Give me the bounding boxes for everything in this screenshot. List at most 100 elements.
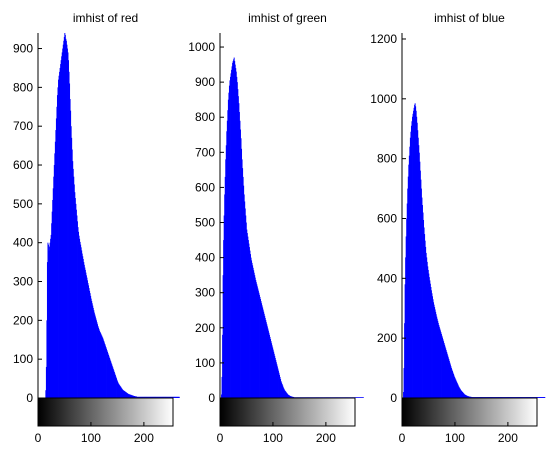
histogram-bar (106, 350, 108, 398)
histogram-bar (101, 336, 103, 398)
histogram-bar (75, 209, 77, 398)
histogram-bar (252, 267, 254, 398)
histogram-bar (97, 324, 98, 398)
histogram-bar (78, 231, 80, 398)
histogram-bar (155, 396, 157, 398)
histogram-bar (285, 391, 287, 398)
histogram-bar (406, 218, 408, 398)
histogram-bar (46, 320, 48, 398)
histogram-bar (143, 396, 145, 398)
y-tick-label: 300 (13, 275, 33, 289)
histogram-bar (88, 285, 90, 398)
histogram-bar (439, 328, 441, 398)
histogram-bar (358, 397, 360, 398)
histogram-bar (87, 283, 89, 398)
histogram-bar (434, 309, 436, 398)
histogram-bar (450, 366, 452, 398)
histogram-bar (543, 397, 545, 398)
histogram-bar (224, 194, 226, 398)
histogram-bar (59, 67, 61, 398)
histogram-bar (261, 303, 263, 398)
histogram-bar (156, 396, 158, 398)
histogram-bar (73, 184, 75, 398)
histogram-bar (421, 197, 423, 398)
histogram-bar (60, 64, 62, 398)
histogram-bar (285, 392, 287, 398)
histogram-bar (167, 396, 169, 398)
histogram-bar (131, 395, 133, 398)
histogram-bar (290, 396, 292, 398)
histogram-bar (544, 397, 546, 398)
histogram-bar (61, 56, 63, 399)
histogram-bar (174, 396, 176, 398)
y-tick-label: 200 (377, 331, 397, 345)
histogram-bar (281, 383, 283, 398)
histogram-bar (50, 238, 52, 398)
histogram-bar (151, 396, 153, 398)
y-tick-label: 1200 (370, 32, 397, 46)
histogram-bar (439, 330, 441, 398)
histogram-bar (221, 394, 222, 398)
histogram-bar (49, 242, 51, 398)
histogram-bar (539, 397, 541, 398)
histogram-bar (292, 396, 294, 398)
x-tick-label: 200 (134, 431, 154, 445)
histogram-bar (112, 368, 114, 398)
histogram-bar (92, 307, 94, 398)
histogram-bar (419, 161, 421, 398)
x-tick-label: 200 (498, 431, 518, 445)
histogram-bar (130, 394, 132, 398)
histogram-bar (52, 188, 54, 398)
histogram-bar (541, 397, 543, 398)
histogram-bar (161, 396, 163, 398)
histogram-bar (277, 368, 279, 398)
histogram-bar (411, 121, 413, 398)
histogram-bar (178, 396, 180, 398)
histogram-bar (119, 385, 121, 398)
histogram-bar (128, 394, 130, 398)
histogram-bar (262, 307, 264, 398)
histogram-bar (469, 396, 471, 398)
histogram-bar (278, 372, 280, 398)
histogram-bar (409, 146, 411, 398)
histogram-bar (282, 385, 284, 398)
histogram-bar (427, 266, 429, 398)
histogram-bar (232, 62, 234, 398)
histogram-bar (539, 397, 541, 398)
histogram-bar (171, 396, 173, 398)
histogram-bar (356, 397, 357, 398)
histogram-bar (447, 357, 449, 398)
histogram-bar (86, 277, 88, 398)
histogram-bar (418, 145, 420, 398)
histogram-bar (96, 320, 97, 398)
histogram-bar (164, 396, 165, 398)
y-tick-label: 900 (13, 42, 33, 56)
histogram-bar (279, 374, 280, 398)
histogram-bar (154, 396, 155, 398)
histogram-bar (444, 344, 446, 398)
histogram-bar (540, 397, 542, 398)
histogram-bar (250, 254, 251, 398)
histogram-bar (164, 396, 166, 398)
histogram-bar (225, 159, 227, 398)
histogram-bar (286, 393, 288, 398)
histogram-bar (72, 168, 74, 398)
histogram-bar (83, 264, 85, 398)
histogram-bar (284, 390, 286, 398)
histogram-bar (273, 351, 275, 398)
histogram-bar (233, 59, 235, 398)
panel-3: imhist of blue 0 200 400 600 800 1000 1200 0 100 2… (370, 11, 546, 445)
histogram-bar (101, 335, 103, 398)
histogram-bar (288, 394, 289, 398)
histogram-bar (258, 292, 260, 398)
histogram-bar (116, 379, 118, 398)
histogram-bar (115, 376, 117, 398)
histogram-bar (71, 137, 73, 398)
histogram-bar (50, 234, 52, 398)
histogram-bar (53, 165, 55, 398)
histogram-bar (425, 246, 427, 398)
histogram-bar (447, 355, 449, 398)
histogram-bar (251, 260, 253, 398)
histogram-bar (436, 318, 438, 398)
histogram-bar (132, 395, 134, 398)
